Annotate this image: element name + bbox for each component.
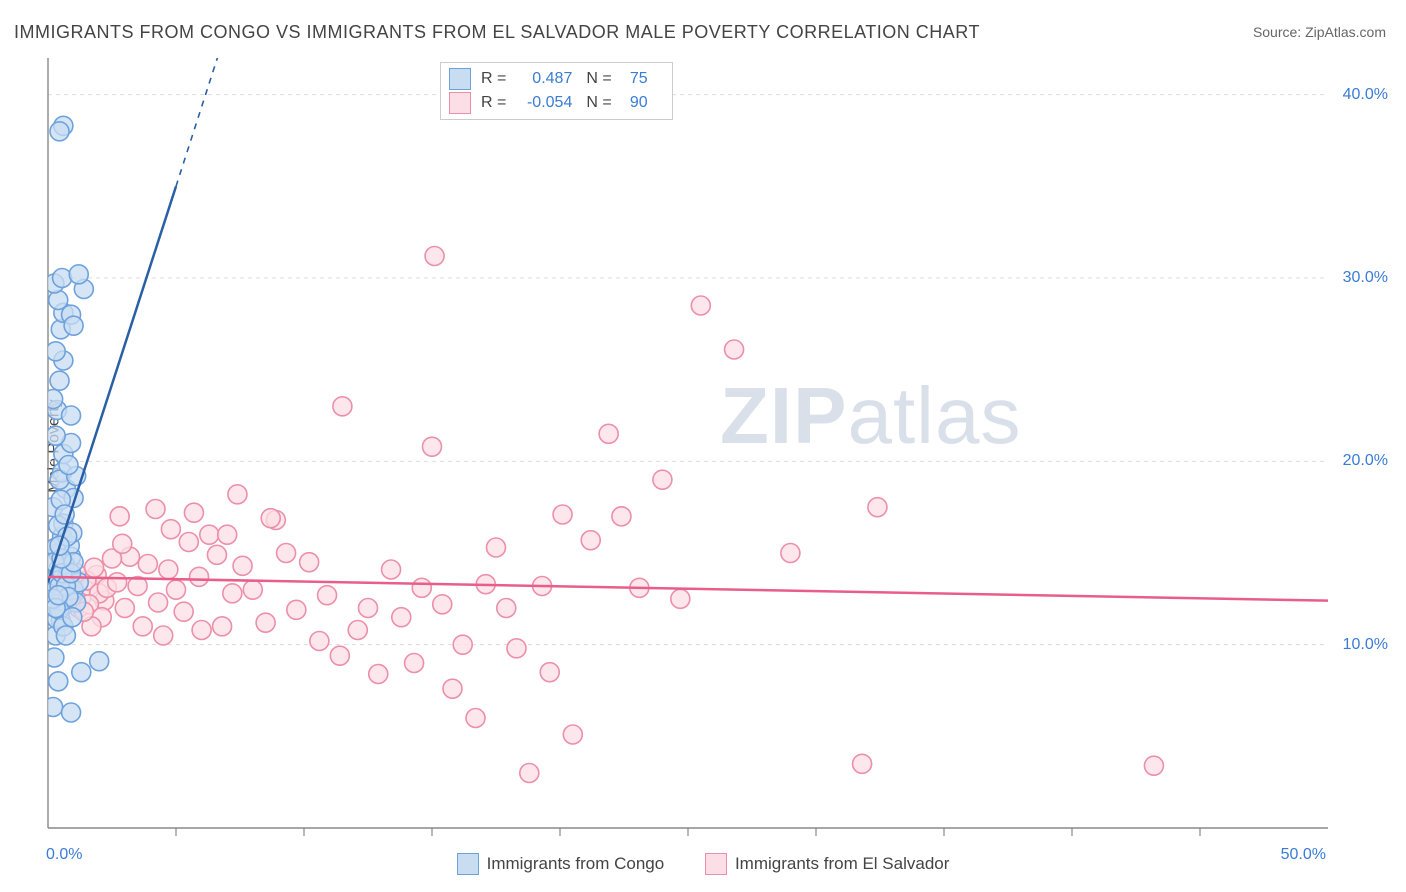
y-tick-label: 30.0% (1343, 269, 1388, 287)
legend-swatch-elsalvador (705, 853, 727, 875)
chart-container: IMMIGRANTS FROM CONGO VS IMMIGRANTS FROM… (0, 0, 1406, 892)
r-label: R = (481, 91, 506, 115)
n-value: 75 (618, 67, 648, 91)
r-label: R = (481, 67, 506, 91)
y-tick-label: 40.0% (1343, 86, 1388, 104)
r-value: -0.054 (512, 91, 572, 115)
legend-label-elsalvador: Immigrants from El Salvador (735, 854, 949, 874)
legend-swatch (449, 68, 471, 90)
y-tick-label: 20.0% (1343, 452, 1388, 470)
n-label: N = (586, 91, 611, 115)
legend-row: R =0.487 N = 75 (449, 67, 662, 91)
legend-label-congo: Immigrants from Congo (487, 854, 665, 874)
n-label: N = (586, 67, 611, 91)
legend-swatch (449, 92, 471, 114)
correlation-legend: R =0.487 N = 75 R =-0.054 N = 90 (440, 62, 673, 120)
legend-item-elsalvador: Immigrants from El Salvador (705, 853, 949, 875)
r-value: 0.487 (512, 67, 572, 91)
n-value: 90 (618, 91, 648, 115)
legend-row: R =-0.054 N = 90 (449, 91, 662, 115)
legend-item-congo: Immigrants from Congo (457, 853, 665, 875)
chart-svg (0, 0, 1406, 892)
y-tick-label: 10.0% (1343, 636, 1388, 654)
legend-swatch-congo (457, 853, 479, 875)
series-legend: Immigrants from Congo Immigrants from El… (0, 853, 1406, 880)
